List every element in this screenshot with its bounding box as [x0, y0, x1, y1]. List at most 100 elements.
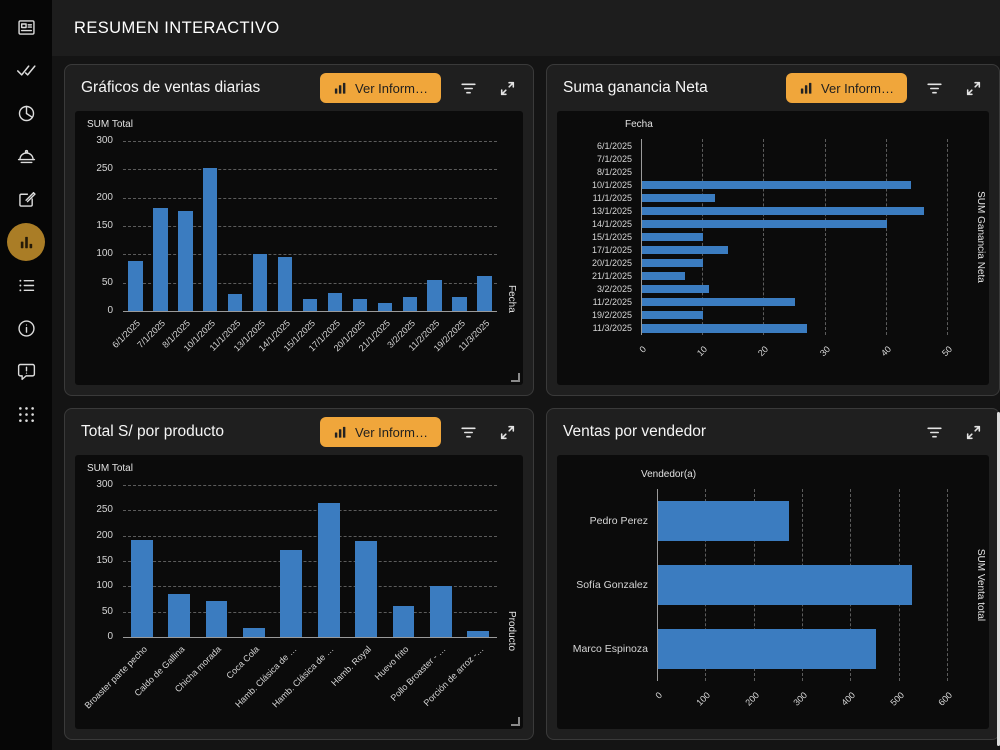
bar[interactable]: [427, 279, 442, 311]
feedback-icon: [17, 363, 35, 380]
bar[interactable]: [642, 206, 924, 215]
filter-icon[interactable]: [923, 77, 946, 100]
ver-informe-label: Ver Inform…: [355, 80, 428, 96]
gridline: [123, 586, 497, 588]
y-tick-label: 0: [107, 305, 113, 316]
bar[interactable]: [352, 299, 368, 311]
sidebar-item-apps[interactable]: [7, 395, 45, 433]
pie-chart-icon: [18, 105, 34, 121]
resize-grip[interactable]: [511, 717, 520, 726]
bar[interactable]: [227, 294, 243, 311]
bar[interactable]: [302, 299, 318, 311]
bar[interactable]: [243, 627, 265, 637]
filter-icon[interactable]: [923, 421, 946, 444]
y-tick-label: 100: [96, 580, 113, 592]
value-tick-label: 0: [653, 690, 665, 701]
bar-chart-icon: [20, 236, 32, 248]
bar[interactable]: [153, 208, 168, 311]
bar[interactable]: [642, 193, 716, 202]
x-tick-label: Huevo frito: [372, 644, 411, 682]
sidebar-item-edit[interactable]: [7, 180, 45, 218]
y-tick-label: 150: [96, 555, 113, 566]
chart-total-por-producto: SUM Total 0 50 100 150 200 250 300 Broaster part…: [75, 455, 523, 729]
scrollbar[interactable]: [997, 412, 1000, 746]
bar[interactable]: [452, 296, 467, 311]
bar[interactable]: [642, 272, 685, 281]
value-tick-label: 30: [817, 344, 832, 359]
bar[interactable]: [642, 259, 704, 268]
bar[interactable]: [477, 275, 492, 311]
sidebar-item-reports[interactable]: [7, 94, 45, 132]
bar[interactable]: [642, 324, 808, 333]
sidebar-item-about[interactable]: [7, 309, 45, 347]
category-axis-title: Fecha: [625, 119, 653, 130]
category-label: 11/1/2025: [592, 192, 632, 203]
sidebar-item-dashboard[interactable]: [7, 223, 45, 261]
ver-informe-button[interactable]: Ver Inform…: [786, 73, 907, 103]
y-tick-label: 50: [101, 276, 113, 288]
sidebar-item-list[interactable]: [7, 266, 45, 304]
value-tick-label: 40: [878, 344, 893, 359]
mini-bar-chart-icon: [334, 426, 346, 438]
bar[interactable]: [642, 246, 728, 255]
food-service-icon: [17, 149, 35, 163]
panel-title: Gráficos de ventas diarias: [81, 79, 261, 96]
bar[interactable]: [280, 549, 303, 637]
panel-title: Ventas por vendedor: [563, 423, 707, 440]
y-tick-label: 200: [96, 529, 113, 541]
gridline: [885, 139, 887, 335]
filter-icon[interactable]: [457, 421, 480, 444]
sidebar-item-orders[interactable]: [7, 137, 45, 175]
sidebar-item-tasks[interactable]: [7, 51, 45, 89]
sidebar-item-summary[interactable]: [7, 8, 45, 46]
expand-icon[interactable]: [962, 77, 985, 100]
panel-ganancia-neta: Suma ganancia Neta Ver Inform… Fecha 0 1: [546, 64, 1000, 396]
bar[interactable]: [130, 539, 153, 637]
category-axis-title: Vendedor(a): [641, 469, 697, 480]
apps-grid-icon: [18, 406, 34, 422]
bar[interactable]: [252, 253, 268, 311]
ver-informe-button[interactable]: Ver Inform…: [320, 73, 441, 103]
expand-icon[interactable]: [496, 77, 519, 100]
bar[interactable]: [317, 502, 340, 637]
panel-ventas-por-vendedor: Ventas por vendedor Vendedor(a) 0 100 200 30…: [546, 408, 1000, 740]
resize-grip[interactable]: [511, 373, 520, 382]
bar[interactable]: [658, 501, 789, 541]
bar[interactable]: [178, 211, 193, 311]
value-tick-label: 200: [743, 690, 761, 708]
bar[interactable]: [327, 292, 343, 311]
bar[interactable]: [392, 605, 415, 637]
bar[interactable]: [277, 256, 293, 311]
bar[interactable]: [402, 296, 417, 311]
sidebar-item-feedback[interactable]: [7, 352, 45, 390]
bar[interactable]: [642, 298, 795, 307]
bar[interactable]: [205, 601, 228, 637]
bar[interactable]: [203, 168, 218, 311]
bar[interactable]: [658, 629, 876, 669]
bar[interactable]: [658, 565, 912, 605]
bar[interactable]: [467, 630, 490, 637]
category-label: Sofía Gonzalez: [576, 579, 648, 591]
bar[interactable]: [642, 219, 887, 228]
gridline: [123, 254, 497, 256]
expand-icon[interactable]: [496, 421, 519, 444]
filter-icon[interactable]: [457, 77, 480, 100]
bar[interactable]: [128, 261, 143, 311]
bar[interactable]: [430, 586, 452, 637]
ver-informe-button[interactable]: Ver Inform…: [320, 417, 441, 447]
bar[interactable]: [642, 311, 704, 320]
category-label: 15/1/2025: [591, 232, 632, 242]
chart-ventas-por-vendedor: Vendedor(a) 0 100 200 300 400 500 600 Pedro Pere…: [557, 455, 989, 729]
panel-title: Suma ganancia Neta: [563, 79, 708, 96]
y-tick-label: 250: [96, 163, 113, 175]
category-label: 10/1/2025: [591, 179, 632, 190]
bar[interactable]: [355, 540, 377, 637]
bar[interactable]: [168, 593, 190, 637]
expand-icon[interactable]: [962, 421, 985, 444]
bar[interactable]: [642, 232, 704, 242]
category-label: 21/1/2025: [591, 271, 632, 282]
bar[interactable]: [642, 180, 912, 189]
bar[interactable]: [642, 285, 710, 294]
bar[interactable]: [377, 303, 393, 311]
gridline: [123, 535, 497, 537]
